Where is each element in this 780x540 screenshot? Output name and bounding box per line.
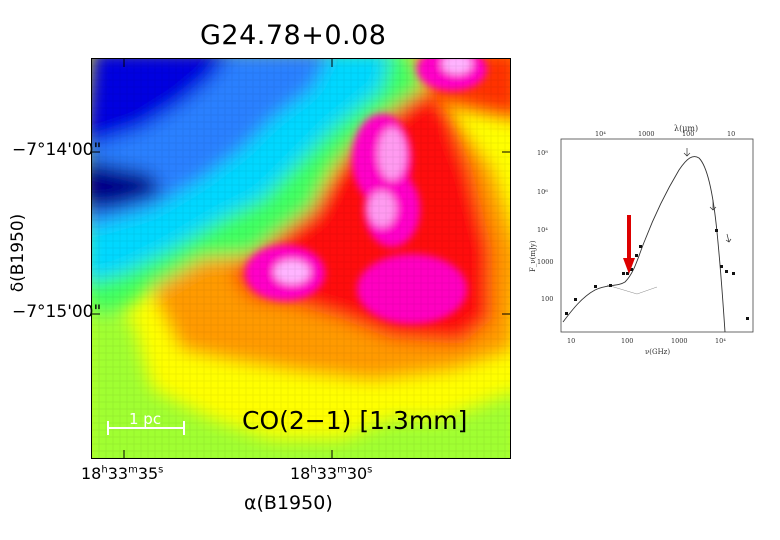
ra-tick-label-1: 18h33m35s <box>81 464 164 483</box>
sed-model-component <box>606 284 658 295</box>
scale-bar-label: 1 pc <box>129 410 161 428</box>
sed-top-tick: 1000 <box>638 130 655 138</box>
sed-bottom-tick: 1000 <box>671 337 688 345</box>
ra-tick-label-2: 18h33m30s <box>290 464 373 483</box>
sed-bottom-tick: 10 <box>567 337 575 345</box>
y-axis-label: δ(B1950) <box>8 213 28 293</box>
sed-plot: λ(μm) 10⁴ 1000 100 10 10⁸ 10⁶ 10⁴ 1000 1… <box>527 122 760 358</box>
pixel-grid <box>92 59 510 458</box>
sed-upper-limit-arrows <box>683 148 732 243</box>
sed-y-tick: 10⁸ <box>537 149 548 157</box>
sed-bottom-axis-label: ν(GHz) <box>645 348 670 356</box>
sed-y-tick: 10⁴ <box>537 226 548 234</box>
sed-model-curve <box>562 156 726 333</box>
line-label: CO(2−1) [1.3mm] <box>242 406 467 435</box>
figure-title: G24.78+0.08 <box>200 20 387 51</box>
sed-top-tick: 10⁴ <box>595 130 606 138</box>
sed-bottom-tick: 100 <box>621 337 633 345</box>
dec-tick-label: −7°15'00" <box>12 302 102 322</box>
sed-top-axis-label: λ(μm) <box>674 124 698 133</box>
highlight-arrow <box>623 215 635 274</box>
sed-top-tick: 10 <box>727 130 735 138</box>
scale-bar <box>107 421 185 435</box>
dec-tick-label: −7°14'00" <box>12 140 102 160</box>
x-axis-label: α(B1950) <box>244 492 333 514</box>
sed-frame <box>560 138 754 333</box>
sed-y-tick: 10⁶ <box>537 188 548 196</box>
sed-data-points <box>565 229 749 320</box>
sed-y-tick: 100 <box>541 295 553 303</box>
map-peaks <box>245 59 487 324</box>
map-ticks <box>92 59 510 458</box>
sed-bottom-tick: 10⁴ <box>715 337 726 345</box>
sed-y-tick: 1000 <box>537 258 554 266</box>
sed-top-tick: 100 <box>682 130 694 138</box>
sed-y-axis-label: F_ν(mJy) <box>529 240 537 272</box>
co-emission-map: 1 pc CO(2−1) [1.3mm] <box>91 58 511 459</box>
